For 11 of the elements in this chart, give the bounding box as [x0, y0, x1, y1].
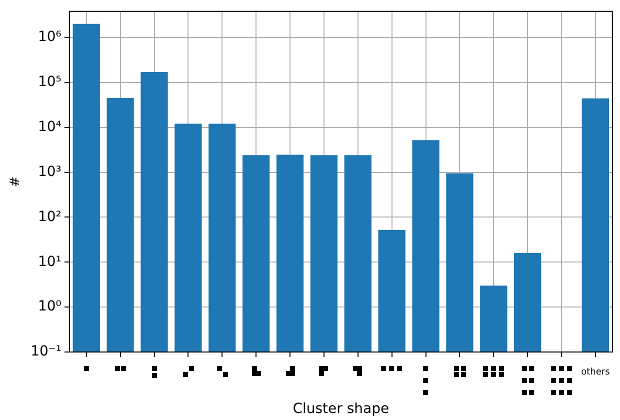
- y-tick-label: 10⁰: [38, 298, 62, 315]
- y-tick-label: 10²: [38, 208, 62, 225]
- x-tick-label: others: [581, 368, 610, 378]
- y-tick-label: 10¹: [38, 254, 62, 270]
- y-axis-title: #: [8, 176, 24, 188]
- y-tick-label: 10⁵: [38, 74, 62, 90]
- y-tick-label: 10⁶: [38, 29, 62, 46]
- x-axis-title: Cluster shape: [292, 401, 390, 418]
- y-tick-label: 10³: [38, 164, 62, 180]
- y-tick-label: 10⁴: [38, 118, 62, 135]
- y-tick-label: 10⁻¹: [30, 344, 62, 360]
